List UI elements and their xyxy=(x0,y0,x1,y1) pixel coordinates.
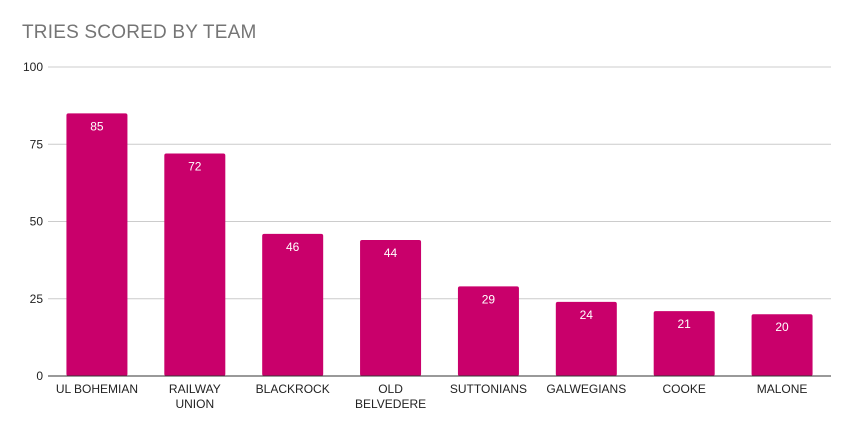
bar xyxy=(262,233,324,376)
bar xyxy=(164,153,226,376)
data-label: 29 xyxy=(482,292,496,306)
bar xyxy=(66,113,128,376)
x-tick-label: COOKE xyxy=(663,382,706,396)
x-tick-label: GALWEGIANS xyxy=(546,382,626,396)
x-tick-label: RAILWAY UNION xyxy=(169,382,221,411)
data-label: 24 xyxy=(580,308,594,322)
data-label: 72 xyxy=(188,160,202,174)
y-tick-label: 25 xyxy=(30,292,44,306)
x-tick-label: MALONE xyxy=(757,382,808,396)
data-label: 20 xyxy=(775,320,789,334)
bar xyxy=(457,286,519,376)
chart-title: TRIES SCORED BY TEAM xyxy=(22,22,257,43)
bar xyxy=(360,240,422,376)
data-label: 21 xyxy=(678,317,692,331)
x-tick-label: SUTTONIANS xyxy=(450,382,527,396)
bar xyxy=(751,314,813,376)
x-tick-label: BLACKROCK xyxy=(256,382,330,396)
bar xyxy=(653,311,715,376)
y-tick-label: 0 xyxy=(36,369,43,383)
data-label: 46 xyxy=(286,240,300,254)
data-label: 85 xyxy=(90,119,104,133)
x-tick-label: UL BOHEMIAN xyxy=(56,382,138,396)
bar xyxy=(555,301,617,376)
y-tick-label: 100 xyxy=(23,60,43,74)
y-tick-label: 50 xyxy=(30,215,44,229)
data-label: 44 xyxy=(384,246,398,260)
y-tick-label: 75 xyxy=(30,137,44,151)
x-tick-label: OLD BELVEDERE xyxy=(355,382,426,411)
